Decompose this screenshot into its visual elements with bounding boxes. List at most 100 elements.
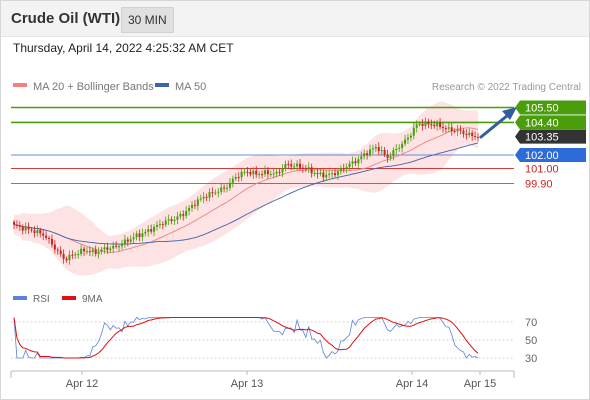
interval-button[interactable]: 30 MIN bbox=[121, 7, 174, 33]
candle bbox=[182, 210, 185, 221]
candle bbox=[290, 159, 293, 170]
candle bbox=[453, 128, 456, 134]
candle bbox=[240, 168, 243, 182]
candle bbox=[106, 242, 109, 254]
candle bbox=[392, 147, 395, 161]
candle bbox=[398, 144, 401, 152]
level-label-101-00: 101.00 bbox=[525, 164, 559, 176]
candle bbox=[339, 165, 342, 175]
candle bbox=[150, 224, 153, 235]
candle bbox=[85, 247, 88, 255]
candle bbox=[427, 118, 430, 129]
candle bbox=[103, 243, 106, 254]
candle bbox=[18, 221, 21, 231]
candle bbox=[363, 149, 366, 160]
candle bbox=[310, 163, 313, 178]
candle bbox=[307, 162, 310, 174]
candle bbox=[129, 235, 132, 245]
candle bbox=[211, 187, 214, 198]
candle bbox=[170, 216, 173, 225]
candle bbox=[188, 204, 191, 216]
candle bbox=[24, 222, 27, 234]
candle bbox=[15, 220, 18, 229]
candle bbox=[214, 189, 217, 196]
candle bbox=[144, 229, 147, 237]
candle bbox=[71, 250, 74, 260]
rsi-legend-swatch bbox=[13, 296, 27, 300]
candle bbox=[132, 232, 135, 244]
candle bbox=[59, 246, 62, 257]
ma20-legend-swatch bbox=[13, 83, 27, 87]
candle bbox=[48, 235, 51, 244]
candle bbox=[228, 178, 231, 191]
chart-header: Crude Oil (WTI) 30 MIN bbox=[0, 0, 590, 37]
candle bbox=[293, 162, 296, 171]
candle bbox=[135, 230, 138, 241]
candle bbox=[62, 249, 65, 264]
candle bbox=[342, 163, 345, 173]
candle bbox=[33, 226, 36, 238]
candle bbox=[456, 124, 459, 136]
candle bbox=[301, 164, 304, 174]
candle bbox=[433, 120, 436, 129]
candle bbox=[252, 167, 255, 180]
candle bbox=[27, 222, 30, 234]
candle bbox=[176, 211, 179, 225]
candle bbox=[351, 156, 354, 169]
candle bbox=[266, 166, 269, 179]
candle bbox=[123, 234, 126, 248]
candle bbox=[450, 123, 453, 136]
x-axis-label: Apr 12 bbox=[66, 378, 98, 390]
candle bbox=[322, 169, 325, 182]
candle bbox=[147, 225, 150, 237]
candle bbox=[231, 175, 234, 188]
candle bbox=[415, 120, 418, 133]
candlesticks bbox=[12, 117, 480, 265]
candle bbox=[53, 240, 56, 254]
x-axis-labels: Apr 12 Apr 13 Apr 14 Apr 15 bbox=[66, 371, 496, 390]
candle bbox=[328, 170, 331, 179]
svg-text:104.40: 104.40 bbox=[525, 117, 559, 129]
candle bbox=[153, 224, 156, 237]
candle bbox=[360, 151, 363, 164]
candle bbox=[56, 247, 59, 255]
candle bbox=[255, 165, 258, 178]
svg-text:102.00: 102.00 bbox=[525, 150, 559, 162]
candle bbox=[118, 243, 121, 252]
candle bbox=[237, 172, 240, 182]
ma20-legend-label: MA 20 + Bollinger Bands bbox=[33, 81, 154, 93]
candle bbox=[369, 144, 372, 158]
candle bbox=[298, 158, 302, 171]
instrument-title: Crude Oil (WTI) bbox=[11, 10, 121, 27]
candle bbox=[42, 229, 45, 241]
candle bbox=[138, 229, 141, 242]
candle bbox=[36, 225, 39, 237]
candle bbox=[173, 215, 176, 225]
price-level-labels: 105.50 104.40 103.35 102.00 101.00 99.90 bbox=[515, 100, 586, 190]
candle bbox=[202, 192, 205, 204]
candle bbox=[45, 231, 48, 241]
copyright-text: Research © 2022 Trading Central bbox=[432, 82, 581, 93]
candle bbox=[261, 170, 264, 179]
candle bbox=[80, 244, 83, 257]
candle bbox=[474, 131, 477, 140]
candle bbox=[39, 227, 42, 238]
candle bbox=[383, 147, 386, 157]
candle bbox=[193, 200, 196, 210]
candle bbox=[190, 201, 194, 212]
rsi-ma-legend-label: 9MA bbox=[82, 294, 103, 305]
candle bbox=[345, 163, 348, 174]
candle bbox=[115, 241, 118, 249]
candle bbox=[50, 234, 53, 248]
candle bbox=[88, 246, 91, 257]
candle bbox=[226, 184, 229, 193]
moving-averages bbox=[13, 127, 479, 253]
candle bbox=[325, 170, 328, 182]
candle bbox=[316, 168, 319, 179]
candle bbox=[421, 119, 424, 131]
candle bbox=[164, 216, 167, 227]
candle bbox=[374, 144, 377, 153]
projection-arrow-head bbox=[502, 107, 517, 120]
candle bbox=[97, 247, 100, 259]
candle bbox=[418, 121, 421, 127]
